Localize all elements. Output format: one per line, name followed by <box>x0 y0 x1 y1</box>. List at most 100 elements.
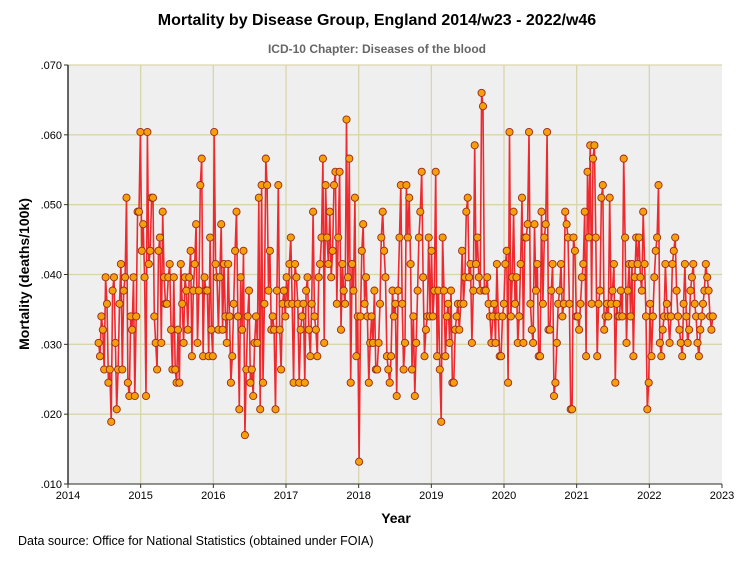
data-point <box>341 299 350 308</box>
data-point <box>442 312 451 321</box>
data-point <box>701 259 710 269</box>
data-point <box>584 233 593 242</box>
data-point <box>391 299 400 308</box>
data-point <box>192 220 201 229</box>
data-point <box>657 352 666 361</box>
data-source-note: Data source: Office for National Statist… <box>18 534 374 548</box>
data-point <box>671 233 680 242</box>
data-point <box>268 312 277 321</box>
data-point <box>274 181 283 190</box>
data-point <box>277 365 286 374</box>
data-point <box>128 325 137 334</box>
data-point <box>228 352 237 361</box>
data-point <box>313 352 322 361</box>
data-point <box>516 259 525 269</box>
data-point <box>498 312 507 321</box>
x-axis-label: Year <box>381 510 411 526</box>
data-point <box>696 325 705 334</box>
data-point <box>112 405 121 414</box>
data-point <box>523 220 532 229</box>
data-point <box>409 312 418 321</box>
data-point <box>137 246 146 255</box>
data-point <box>206 233 215 242</box>
data-point <box>470 141 479 150</box>
data-point <box>420 352 429 361</box>
data-point <box>594 299 603 308</box>
data-point <box>236 273 245 282</box>
data-point <box>302 286 311 295</box>
data-point <box>501 259 510 269</box>
data-point <box>616 286 625 295</box>
data-point <box>370 286 379 295</box>
data-point <box>155 233 164 242</box>
data-point <box>153 365 162 374</box>
y-tick-label: .040 <box>41 270 62 282</box>
data-point <box>346 378 355 387</box>
data-point <box>537 207 546 216</box>
data-point <box>129 273 138 282</box>
data-point <box>465 273 474 282</box>
data-point <box>675 325 684 334</box>
data-point <box>194 286 203 295</box>
data-point <box>122 193 131 202</box>
data-point <box>538 299 547 308</box>
data-point <box>335 167 344 176</box>
data-point <box>685 325 694 334</box>
data-point <box>641 312 651 321</box>
data-point <box>694 352 703 361</box>
data-point <box>629 352 638 361</box>
x-tick-label: 2017 <box>274 490 298 502</box>
data-point <box>651 246 660 255</box>
data-point <box>693 338 702 347</box>
data-point <box>562 220 571 229</box>
data-point <box>519 338 528 347</box>
data-point <box>658 325 667 334</box>
data-point <box>249 391 258 401</box>
data-point <box>403 233 412 242</box>
x-tick-label: 2023 <box>710 490 734 502</box>
data-point <box>102 299 112 308</box>
data-point <box>320 338 329 347</box>
data-point <box>477 88 486 97</box>
data-point <box>467 338 476 347</box>
data-point <box>569 233 578 242</box>
data-point <box>552 338 561 347</box>
data-point <box>648 312 657 321</box>
data-point <box>253 338 262 347</box>
data-point <box>556 259 566 269</box>
data-point <box>218 325 227 334</box>
data-point <box>258 378 268 387</box>
data-point <box>577 273 586 282</box>
data-point <box>522 233 531 242</box>
data-point <box>304 325 313 334</box>
data-point <box>473 233 482 242</box>
data-point <box>297 312 307 321</box>
data-point <box>375 299 385 308</box>
data-point <box>275 325 284 334</box>
data-point <box>395 233 404 242</box>
data-point <box>662 299 671 308</box>
data-point <box>150 312 159 321</box>
data-point <box>162 299 171 308</box>
data-point <box>279 286 288 295</box>
data-point <box>321 181 330 190</box>
data-point <box>387 352 396 361</box>
y-tick-label: .060 <box>41 130 62 142</box>
data-point <box>140 273 149 282</box>
data-point <box>359 220 368 229</box>
data-point <box>143 127 152 137</box>
data-point <box>407 365 417 374</box>
data-point <box>416 207 425 216</box>
data-point <box>623 286 632 295</box>
data-point <box>398 299 407 308</box>
data-point <box>600 325 609 334</box>
data-point <box>339 286 348 295</box>
data-point <box>109 273 119 282</box>
data-point <box>449 378 458 387</box>
data-point <box>506 312 515 321</box>
data-point <box>115 299 124 308</box>
data-point <box>281 312 290 321</box>
data-point <box>433 352 442 361</box>
data-point <box>98 325 107 334</box>
data-point <box>392 391 401 401</box>
